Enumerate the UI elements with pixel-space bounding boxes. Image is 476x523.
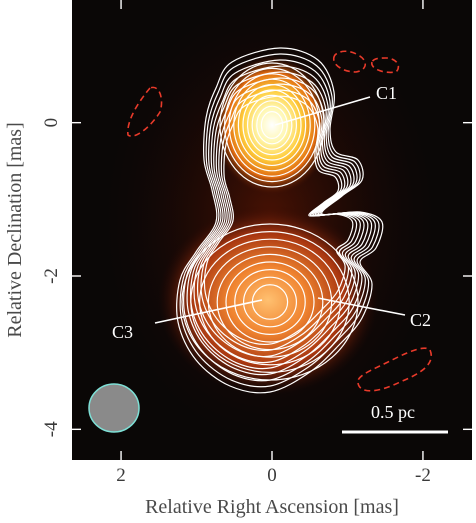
contour-line <box>256 105 288 145</box>
c2-pointer-line <box>317 297 406 316</box>
contour-line <box>183 59 376 382</box>
contour-line <box>189 71 369 370</box>
contour-line <box>176 47 384 394</box>
axis-ticks <box>72 0 472 460</box>
contour-line <box>251 100 293 150</box>
contour-line <box>223 67 321 183</box>
contour-line <box>242 276 298 328</box>
contour-line <box>242 89 302 161</box>
contour-line <box>237 84 307 166</box>
component-label-c2: C2 <box>410 310 431 330</box>
contour-line <box>196 83 361 358</box>
y-tick-labels: 0 -2 -4 <box>41 118 62 437</box>
contour-line <box>179 53 380 388</box>
c1-pointer-line <box>274 96 371 126</box>
contour-line <box>233 78 311 172</box>
contour-line <box>186 65 373 376</box>
contour-line <box>207 246 333 358</box>
negative-contour-left <box>127 86 163 137</box>
contour-line <box>203 95 354 345</box>
negative-contour-bottom-right <box>357 347 433 392</box>
contour-line <box>251 284 289 320</box>
x-tick-label: 2 <box>116 465 126 486</box>
contour-line <box>228 73 316 177</box>
scale-bar-label: 0.5 pc <box>371 402 415 422</box>
y-tick-label: 0 <box>41 118 62 128</box>
contour-line <box>260 111 284 139</box>
negative-contour-top-right-2 <box>371 57 400 74</box>
y-axis-title: Relative Declination [mas] <box>4 122 26 337</box>
component-label-c1: C1 <box>376 83 397 103</box>
y-tick-label: -2 <box>41 268 62 284</box>
contour-line <box>234 269 306 335</box>
contour-line <box>193 77 365 364</box>
negative-contours <box>127 50 433 392</box>
contour-line <box>216 253 324 351</box>
contour-line <box>200 89 358 352</box>
x-axis-title: Relative Right Ascension [mas] <box>145 496 399 518</box>
x-tick-label: 0 <box>267 465 277 486</box>
contour-line <box>246 94 298 156</box>
c3-pointer-line <box>154 299 263 324</box>
contour-line <box>225 261 315 343</box>
beam-ellipse <box>88 383 140 433</box>
contour-line <box>190 231 350 373</box>
x-tick-label: -2 <box>415 465 431 486</box>
contour-line <box>181 223 359 381</box>
contour-lines <box>176 47 384 394</box>
negative-contour-top-right-1 <box>333 50 367 73</box>
component-label-c3: C3 <box>112 322 133 342</box>
y-tick-label: -4 <box>41 421 62 437</box>
contour-line <box>219 62 325 188</box>
component-c1-emission <box>212 55 332 195</box>
x-tick-labels: 2 0 -2 <box>116 465 431 486</box>
